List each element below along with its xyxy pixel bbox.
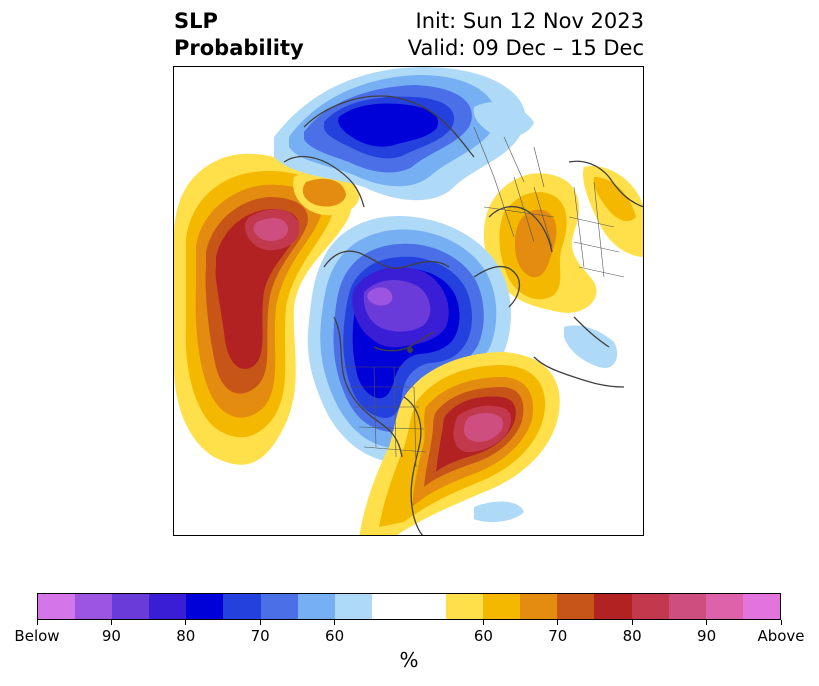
minor-low-patches <box>473 102 618 523</box>
colorbar-tick <box>110 620 112 625</box>
colorbar-segment <box>408 594 447 619</box>
colorbar-tick-label: 70 <box>250 627 270 645</box>
colorbar-segment <box>557 594 595 619</box>
title-valid-range: Valid: 09 Dec – 15 Dec <box>407 36 644 60</box>
map-title-left: SLP Probability <box>174 8 304 62</box>
north-atlantic-high-anomaly <box>359 352 560 535</box>
colorbar-segment <box>186 594 224 619</box>
north-pacific-high-anomaly <box>174 153 353 465</box>
colorbar-tick <box>334 620 336 625</box>
colorbar-segment <box>594 594 632 619</box>
colorbar-tick-label: 60 <box>473 627 493 645</box>
colorbar-unit-label: % <box>399 648 419 672</box>
colorbar-tick-label: 80 <box>622 627 642 645</box>
colorbar-tick-label: 60 <box>325 627 345 645</box>
colorbar-tick <box>482 620 484 625</box>
colorbar-segment <box>75 594 113 619</box>
colorbar-segment <box>483 594 521 619</box>
arctic-low-anomaly <box>307 216 511 463</box>
colorbar-segment <box>260 594 298 619</box>
colorbar-tick <box>780 620 782 625</box>
colorbar-segment <box>705 594 743 619</box>
colorbar-segment <box>297 594 335 619</box>
colorbar-segment <box>334 594 372 619</box>
colorbar-segment <box>631 594 669 619</box>
colorbar-tick-label: Below <box>14 627 60 645</box>
colorbar-tick <box>259 620 261 625</box>
colorbar-segment <box>742 594 780 619</box>
colorbar-tick-label: 80 <box>176 627 196 645</box>
colorbar-tick <box>36 620 38 625</box>
colorbar-segment <box>446 594 484 619</box>
colorbar-tick-label: 90 <box>101 627 121 645</box>
title-init-date: Init: Sun 12 Nov 2023 <box>415 9 644 33</box>
colorbar-tick <box>185 620 187 625</box>
colorbar-segment <box>668 594 706 619</box>
colorbar-segment <box>520 594 558 619</box>
title-variable: SLP <box>174 9 218 33</box>
colorbar-tick <box>631 620 633 625</box>
colorbar-tick-label: 70 <box>548 627 568 645</box>
political-borders <box>344 126 625 468</box>
colorbar <box>37 593 781 620</box>
colorbar-tick-label: Above <box>757 627 805 645</box>
polar-map <box>173 66 644 536</box>
colorbar-tick-label: 90 <box>697 627 717 645</box>
coastlines <box>283 95 643 535</box>
colorbar-segment <box>38 594 76 619</box>
colorbar-tick <box>557 620 559 625</box>
north-pole-marker <box>407 347 413 353</box>
probability-map-svg <box>174 67 643 535</box>
title-product: Probability <box>174 36 304 60</box>
colorbar-segment <box>371 594 409 619</box>
colorbar-segment <box>149 594 187 619</box>
siberia-low-anomaly <box>274 67 526 201</box>
colorbar-tick <box>706 620 708 625</box>
colorbar-segment <box>112 594 150 619</box>
colorbar-segment <box>223 594 261 619</box>
map-title-right: Init: Sun 12 Nov 2023 Valid: 09 Dec – 15… <box>408 8 644 62</box>
